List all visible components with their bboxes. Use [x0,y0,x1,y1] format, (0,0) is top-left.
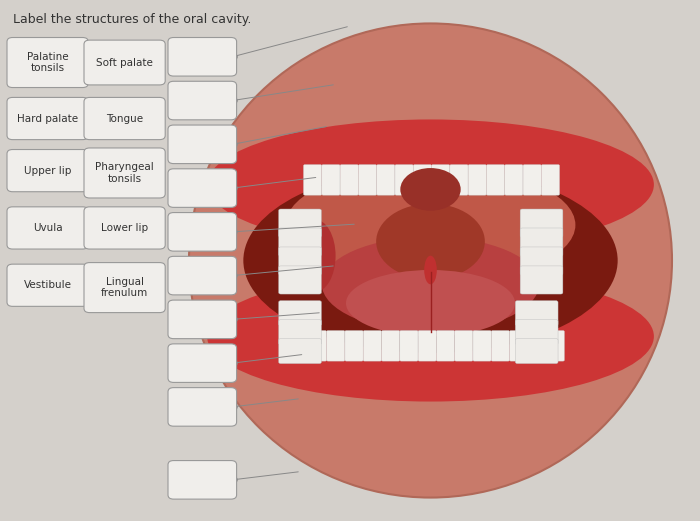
FancyBboxPatch shape [279,339,321,364]
FancyBboxPatch shape [455,331,473,361]
FancyBboxPatch shape [432,165,450,195]
FancyBboxPatch shape [473,331,491,361]
Ellipse shape [244,168,617,353]
FancyBboxPatch shape [279,266,321,294]
FancyBboxPatch shape [304,165,322,195]
Ellipse shape [207,271,654,402]
FancyBboxPatch shape [7,207,88,249]
FancyBboxPatch shape [309,331,326,361]
FancyBboxPatch shape [168,344,237,382]
FancyBboxPatch shape [520,247,563,275]
Text: Upper lip: Upper lip [24,166,71,176]
FancyBboxPatch shape [7,38,88,88]
Ellipse shape [207,119,654,250]
FancyBboxPatch shape [358,165,377,195]
FancyBboxPatch shape [327,331,345,361]
FancyBboxPatch shape [468,165,486,195]
Text: Hard palate: Hard palate [17,114,78,123]
FancyBboxPatch shape [436,331,454,361]
Text: Soft palate: Soft palate [96,57,153,68]
FancyBboxPatch shape [322,165,340,195]
FancyBboxPatch shape [168,38,237,76]
FancyBboxPatch shape [84,263,165,313]
Text: Vestibule: Vestibule [24,280,71,290]
FancyBboxPatch shape [400,331,418,361]
FancyBboxPatch shape [523,165,541,195]
FancyBboxPatch shape [340,165,358,195]
Text: Palatine
tonsils: Palatine tonsils [27,52,69,73]
Text: Tongue: Tongue [106,114,144,123]
FancyBboxPatch shape [7,264,88,306]
FancyBboxPatch shape [84,97,165,140]
Text: Pharyngeal
tonsils: Pharyngeal tonsils [95,162,154,184]
FancyBboxPatch shape [168,169,237,207]
FancyBboxPatch shape [84,40,165,85]
FancyBboxPatch shape [84,148,165,198]
FancyBboxPatch shape [168,256,237,295]
Ellipse shape [286,166,575,284]
FancyBboxPatch shape [168,81,237,120]
FancyBboxPatch shape [520,209,563,237]
FancyBboxPatch shape [450,165,468,195]
FancyBboxPatch shape [510,331,528,361]
FancyBboxPatch shape [84,207,165,249]
FancyBboxPatch shape [168,300,237,339]
Ellipse shape [293,219,335,292]
FancyBboxPatch shape [486,165,505,195]
FancyBboxPatch shape [520,266,563,294]
Ellipse shape [346,270,515,337]
FancyBboxPatch shape [345,331,363,361]
FancyBboxPatch shape [546,331,564,361]
Text: Uvula: Uvula [33,223,62,233]
Ellipse shape [322,237,539,332]
FancyBboxPatch shape [168,125,237,164]
Ellipse shape [376,204,485,279]
FancyBboxPatch shape [279,247,321,275]
FancyBboxPatch shape [515,320,558,345]
Ellipse shape [400,168,461,210]
Text: Lingual
frenulum: Lingual frenulum [101,277,148,299]
FancyBboxPatch shape [363,331,382,361]
FancyBboxPatch shape [520,228,563,256]
FancyBboxPatch shape [541,165,559,195]
FancyBboxPatch shape [279,209,321,237]
FancyBboxPatch shape [168,213,237,251]
FancyBboxPatch shape [279,320,321,345]
FancyBboxPatch shape [382,331,400,361]
FancyBboxPatch shape [7,150,88,192]
FancyBboxPatch shape [413,165,431,195]
FancyBboxPatch shape [377,165,395,195]
FancyBboxPatch shape [168,388,237,426]
FancyBboxPatch shape [528,331,546,361]
FancyBboxPatch shape [515,301,558,326]
FancyBboxPatch shape [395,165,413,195]
FancyBboxPatch shape [279,301,321,326]
FancyBboxPatch shape [505,165,523,195]
FancyBboxPatch shape [279,228,321,256]
Ellipse shape [189,23,672,498]
Ellipse shape [424,256,437,284]
FancyBboxPatch shape [418,331,436,361]
Text: Lower lip: Lower lip [101,223,148,233]
FancyBboxPatch shape [515,339,558,364]
FancyBboxPatch shape [491,331,510,361]
Text: Label the structures of the oral cavity.: Label the structures of the oral cavity. [13,13,251,26]
FancyBboxPatch shape [7,97,88,140]
FancyBboxPatch shape [168,461,237,499]
